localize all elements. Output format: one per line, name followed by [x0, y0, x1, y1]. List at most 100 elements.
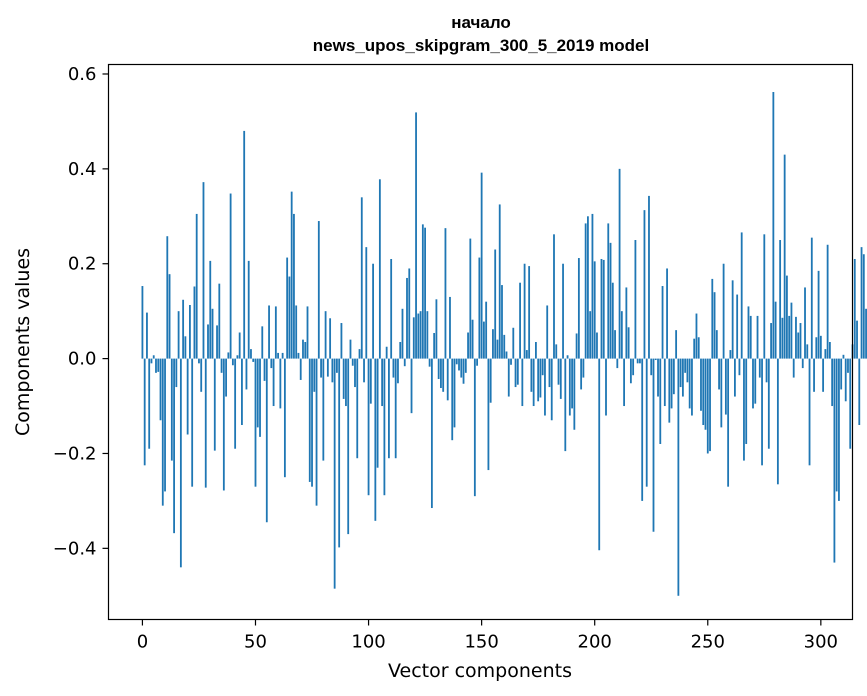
bar-component-250 [706, 358, 709, 454]
bar-component-214 [625, 287, 628, 359]
bar-component-136 [449, 296, 451, 359]
bar-component-205 [605, 358, 607, 416]
bar-component-116 [403, 358, 406, 367]
bar-component-63 [283, 358, 286, 478]
bar-component-111 [392, 358, 395, 378]
bar-component-26 [200, 358, 203, 392]
bar-component-270 [752, 358, 754, 409]
bar-component-299 [817, 270, 820, 359]
bar-component-208 [611, 282, 614, 359]
bar-component-81 [324, 311, 327, 359]
bar-component-17 [179, 358, 182, 568]
bar-component-5 [152, 355, 155, 359]
bar-component-311 [844, 358, 847, 402]
bar-component-207 [609, 242, 612, 359]
bar-component-280 [774, 301, 777, 359]
bar-component-297 [813, 358, 815, 392]
bar-component-42 [236, 355, 239, 359]
bar-component-173 [532, 358, 535, 407]
bar-component-135 [446, 358, 449, 401]
bar-component-278 [770, 323, 772, 359]
x-tick-label: 200 [578, 632, 612, 653]
bar-component-107 [383, 358, 386, 496]
bar-component-218 [634, 240, 637, 359]
bar-component-4 [150, 358, 153, 364]
bar-component-230 [661, 286, 664, 359]
bar-component-236 [675, 330, 678, 359]
bar-component-15 [175, 358, 178, 388]
bar-component-194 [580, 358, 583, 390]
bar-component-274 [761, 358, 763, 466]
bar-component-124 [421, 224, 424, 359]
bar-component-84 [331, 358, 334, 383]
bar-component-34 [218, 283, 221, 359]
bar-component-285 [786, 275, 788, 359]
bar-component-158 [498, 204, 501, 359]
bar-component-161 [505, 351, 508, 359]
bar-component-118 [408, 268, 411, 359]
bar-component-282 [779, 240, 782, 359]
bar-component-284 [783, 154, 786, 359]
bar-component-239 [681, 358, 684, 397]
bar-component-261 [731, 280, 734, 359]
bar-component-288 [792, 358, 795, 378]
bar-component-72 [304, 342, 307, 359]
bar-component-168 [521, 358, 524, 407]
bar-component-309 [840, 358, 843, 390]
bar-component-308 [838, 358, 840, 501]
bar-component-307 [835, 358, 838, 492]
bar-component-146 [471, 319, 474, 359]
plot-frame [107, 63, 854, 621]
bar-component-277 [767, 358, 770, 449]
bar-component-310 [842, 354, 845, 359]
bar-component-60 [277, 352, 280, 359]
chart-title-line-2: news_upos_skipgram_300_5_2019 model [313, 36, 649, 55]
bar-component-180 [548, 358, 551, 388]
bar-component-253 [713, 292, 716, 359]
bar-component-97 [360, 197, 363, 359]
bar-component-49 [252, 358, 255, 362]
bar-component-93 [351, 358, 354, 366]
bar-component-249 [704, 358, 707, 430]
bar-component-77 [315, 358, 318, 506]
bar-component-193 [577, 258, 580, 359]
bar-component-54 [263, 358, 266, 381]
bar-component-254 [715, 330, 718, 359]
bar-component-68 [295, 305, 298, 359]
bar-component-215 [627, 327, 630, 359]
bar-component-246 [697, 337, 700, 359]
bar-component-31 [211, 308, 214, 359]
bar-component-296 [810, 237, 813, 359]
bar-component-78 [317, 221, 320, 359]
bar-component-6 [155, 358, 157, 373]
bar-component-95 [356, 358, 359, 459]
bar-component-303 [826, 244, 829, 359]
bar-component-295 [808, 358, 811, 466]
bar-component-18 [182, 299, 185, 359]
bar-component-127 [428, 358, 431, 367]
bar-component-38 [227, 352, 230, 359]
bar-component-166 [516, 358, 519, 385]
bar-component-20 [186, 358, 189, 435]
y-axis-ticks: −0.4 −0.2 0.0 0.2 0.4 0.6 [53, 64, 109, 559]
y-tick-label: 0.4 [68, 159, 97, 180]
bar-component-203 [600, 258, 603, 359]
y-tick-label: −0.4 [53, 538, 97, 559]
bar-component-105 [378, 179, 381, 359]
bar-component-222 [643, 210, 646, 359]
bar-component-28 [204, 358, 207, 488]
bar-component-141 [460, 358, 463, 378]
bar-component-189 [568, 358, 571, 416]
bar-component-48 [250, 349, 252, 359]
bar-component-240 [684, 358, 687, 373]
bar-component-122 [417, 313, 420, 359]
bar-component-219 [636, 358, 639, 364]
bar-component-92 [349, 339, 352, 359]
bar-component-281 [776, 358, 779, 485]
bar-component-225 [650, 358, 653, 376]
bar-component-315 [853, 258, 856, 359]
bar-component-279 [772, 92, 775, 359]
y-tick-label: −0.2 [53, 443, 97, 464]
bar-component-185 [559, 358, 562, 399]
